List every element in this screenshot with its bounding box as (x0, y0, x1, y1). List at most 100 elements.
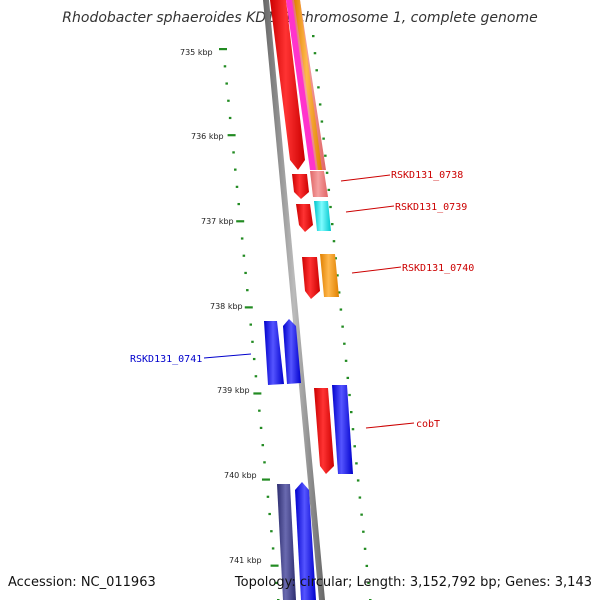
ruler-minor-tick (343, 342, 346, 345)
ruler-minor-tick (246, 289, 249, 292)
ruler-major-tick (219, 48, 227, 51)
gene-label-0740[interactable]: RSKD131_0740 (402, 263, 474, 274)
gene-blue-0741b[interactable] (283, 319, 301, 384)
connector-cobT (365, 422, 415, 429)
tick-label-739: 739 kbp (217, 386, 250, 395)
ruler-minor-tick (242, 254, 246, 257)
ruler-minor-tick (270, 530, 273, 533)
ruler-minor-tick (336, 274, 339, 277)
tick-label-735: 735 kbp (180, 48, 213, 57)
ruler-minor-tick (228, 116, 232, 120)
connector-0740 (351, 266, 402, 274)
ruler-minor-tick (258, 409, 261, 412)
ruler-labels: 735 kbp 736 kbp 737 kbp 738 kbp 739 kbp … (180, 48, 262, 565)
ruler-minor-tick (344, 359, 348, 362)
ruler-minor-tick (341, 325, 344, 328)
ruler-minor-tick (263, 461, 266, 464)
ruler-minor-tick (223, 65, 227, 68)
ruler-minor-tick (322, 137, 325, 140)
ruler-minor-tick (351, 428, 355, 431)
ruler-minor-tick (356, 479, 360, 482)
connector-0739 (345, 205, 395, 213)
ruler-minor-tick (315, 69, 318, 72)
gene-pink-0738[interactable] (310, 171, 328, 197)
gene-top-orange[interactable] (294, 0, 322, 170)
gene-blue-bottom[interactable] (295, 482, 316, 600)
tick-label-741: 741 kbp (229, 556, 262, 565)
gene-orange-0740[interactable] (320, 254, 339, 297)
gene-top-red[interactable] (270, 0, 305, 170)
ruler-minor-tick (346, 376, 350, 380)
ruler-minor-tick (339, 308, 343, 311)
ruler-minor-tick (331, 223, 334, 226)
ruler-minor-tick (240, 237, 244, 240)
ruler-minor-tick (350, 411, 353, 414)
gene-red-cobT[interactable] (314, 388, 334, 474)
tick-label-736: 736 kbp (191, 132, 224, 141)
gene-blue-cobT[interactable] (332, 385, 353, 474)
ruler-minor-tick (320, 120, 324, 123)
tick-label-740: 740 kbp (224, 471, 257, 480)
ruler-minor-tick (227, 99, 230, 102)
ruler-minor-tick (249, 323, 252, 326)
ruler-minor-tick (353, 445, 356, 448)
gene-label-0741[interactable]: RSKD131_0741 (130, 354, 202, 365)
ruler-minor-tick (318, 103, 322, 106)
ruler-minor-tick (348, 393, 351, 397)
ruler-minor-tick (367, 581, 370, 585)
ruler-minor-tick (261, 444, 265, 447)
ruler-minor-tick (365, 564, 369, 568)
ruler-major-tick (253, 392, 262, 395)
ruler-minor-tick (251, 340, 254, 343)
ruler-minor-tick (334, 257, 337, 260)
ruler-minor-tick (225, 82, 228, 85)
ruler-minor-tick (266, 495, 270, 498)
ruler-minor-tick (234, 168, 237, 171)
gene-label-0738[interactable]: RSKD131_0738 (391, 170, 463, 181)
ruler-minor-tick (337, 291, 341, 294)
ruler-minor-tick (358, 496, 362, 499)
ruler-minor-tick (317, 86, 320, 89)
ruler-minor-tick (313, 52, 317, 55)
ruler-minor-tick (271, 547, 275, 550)
gene-top-magenta[interactable] (286, 0, 316, 170)
genome-axis (263, 0, 325, 600)
ruler-minor-tick (360, 513, 363, 516)
gene-label-cobT[interactable]: cobT (416, 419, 440, 430)
gene-red-0738[interactable] (292, 174, 309, 199)
ruler-major-tick (270, 564, 279, 567)
ruler-dotted-track-right (312, 35, 372, 600)
ruler-minor-tick (312, 35, 315, 38)
ruler-minor-tick (259, 426, 263, 430)
ruler-minor-tick (363, 547, 367, 550)
gene-red-0739[interactable] (296, 204, 313, 232)
gene-cyan-0739[interactable] (314, 201, 331, 231)
ruler-minor-tick (355, 462, 358, 465)
gene-label-0739[interactable]: RSKD131_0739 (395, 202, 467, 213)
ruler-minor-tick (237, 202, 240, 206)
gene-navy-bottom[interactable] (277, 484, 296, 600)
ruler-minor-tick (332, 240, 336, 243)
ruler-minor-tick (325, 171, 329, 174)
ruler-minor-tick (275, 581, 278, 584)
ruler-major-tick (227, 134, 236, 137)
ruler-major-tick (244, 306, 253, 309)
accession-text: Accession: NC_011963 (8, 575, 156, 590)
ruler-minor-tick (252, 357, 256, 361)
tick-label-737: 737 kbp (201, 217, 234, 226)
ruler-minor-tick (329, 205, 332, 209)
tick-label-738: 738 kbp (210, 302, 243, 311)
connector-0738 (340, 174, 391, 182)
ruler-major-tick (236, 220, 245, 223)
ruler-minor-tick (268, 512, 271, 516)
ruler-minor-tick (362, 530, 365, 533)
connector-0741 (203, 353, 252, 359)
gene-red-0740[interactable] (302, 257, 320, 299)
ruler-minor-tick (327, 188, 331, 192)
ruler-minor-tick (244, 271, 247, 275)
ruler-minor-tick (235, 185, 239, 188)
ruler-major-tick (261, 478, 270, 481)
gene-blue-0741a[interactable] (264, 321, 284, 385)
ruler-minor-tick (254, 375, 258, 378)
